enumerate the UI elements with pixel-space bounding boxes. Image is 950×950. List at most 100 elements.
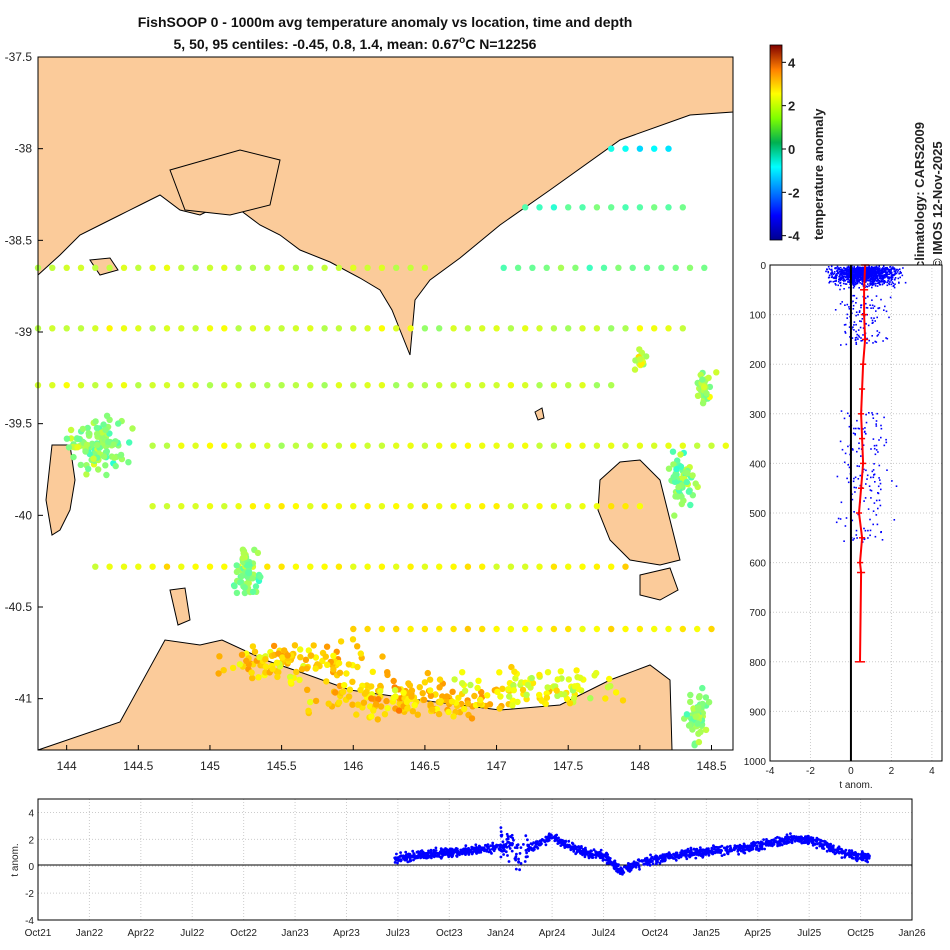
profile-point [888, 316, 890, 319]
profile-point [865, 274, 867, 277]
map-x-tick-label: 147.5 [553, 759, 583, 773]
timeseries-point [785, 840, 789, 843]
map-point [335, 503, 343, 510]
map-point [112, 462, 119, 470]
timeseries-point [661, 857, 665, 860]
profile-point [882, 277, 885, 280]
profile-x-tick-label: -2 [806, 766, 815, 777]
map-point [341, 682, 348, 689]
timeseries-point [504, 845, 508, 848]
map-point [722, 442, 729, 449]
timeseries-x-tick-label: Oct22 [230, 928, 257, 939]
profile-point [858, 310, 861, 312]
map-point [312, 697, 320, 705]
timeseries-point [767, 844, 770, 847]
timeseries-point [769, 840, 772, 843]
profile-point [830, 268, 833, 271]
map-point [426, 676, 434, 683]
timeseries-point [501, 846, 504, 850]
timeseries-point [505, 832, 509, 836]
map-point [677, 451, 684, 458]
timeseries-point [776, 844, 779, 848]
timeseries-point [708, 849, 712, 853]
profile-point [844, 323, 847, 326]
timeseries-point [847, 851, 850, 855]
profile-point [886, 281, 888, 284]
profile-point [853, 477, 855, 480]
map-point [220, 667, 227, 674]
timeseries-point [491, 843, 494, 847]
map-point [436, 503, 443, 510]
map-point [384, 705, 391, 712]
map-point [665, 325, 672, 332]
profile-point [858, 276, 861, 278]
profile-point [879, 283, 881, 286]
profile-point [837, 517, 840, 520]
profile-point [853, 277, 855, 280]
timeseries-point [502, 853, 505, 856]
timeseries-point [459, 850, 463, 853]
timeseries-point [572, 850, 576, 853]
map-point [436, 382, 443, 389]
profile-point [871, 284, 874, 287]
map-point [63, 325, 70, 332]
map-point [178, 264, 185, 271]
map-point [448, 698, 456, 705]
timeseries-point [786, 837, 790, 841]
timeseries-point [764, 843, 768, 846]
profile-point [890, 283, 893, 286]
timeseries-point [813, 838, 817, 842]
map-point [687, 698, 694, 706]
timeseries-point [393, 861, 397, 864]
timeseries-point [451, 849, 455, 852]
map-point [163, 503, 171, 510]
map-point [496, 705, 503, 712]
timeseries-point [649, 857, 653, 860]
profile-point [854, 491, 856, 493]
timeseries-point [497, 847, 501, 851]
map-point [106, 325, 113, 332]
profile-point [866, 337, 868, 340]
timeseries-point [529, 842, 533, 845]
timeseries-point [815, 846, 819, 850]
profile-point [835, 277, 837, 280]
profile-point [868, 279, 871, 282]
timeseries-point [800, 841, 804, 845]
map-point [293, 668, 300, 676]
map-point [672, 264, 679, 271]
timeseries-point [405, 853, 409, 856]
profile-point [876, 269, 879, 271]
timeseries-point [674, 858, 678, 862]
profile-point [897, 277, 900, 280]
timeseries-point [587, 854, 591, 858]
map-point [468, 715, 476, 722]
profile-point [857, 313, 859, 316]
profile-x-tick-label: 0 [848, 766, 854, 777]
timeseries-point [843, 853, 847, 857]
map-point [135, 382, 142, 389]
map-point [292, 264, 300, 271]
profile-point [880, 281, 883, 283]
map-point [221, 503, 228, 510]
profile-point [830, 265, 833, 268]
profile-point [853, 269, 855, 272]
map-point [335, 659, 343, 667]
profile-point [838, 268, 841, 271]
timeseries-point [770, 842, 774, 845]
map-point [407, 442, 414, 449]
timeseries-point [756, 840, 760, 844]
profile-point [855, 336, 858, 339]
map-point [557, 264, 565, 271]
profile-point [841, 271, 843, 274]
profile-point [878, 265, 880, 268]
map-point [149, 563, 156, 570]
map-point [557, 668, 564, 675]
profile-point [840, 344, 842, 346]
profile-point [839, 440, 842, 443]
map-point [561, 691, 568, 698]
map-point [335, 382, 343, 389]
profile-point [878, 274, 881, 277]
map-point [307, 442, 314, 449]
timeseries-point [598, 850, 602, 854]
